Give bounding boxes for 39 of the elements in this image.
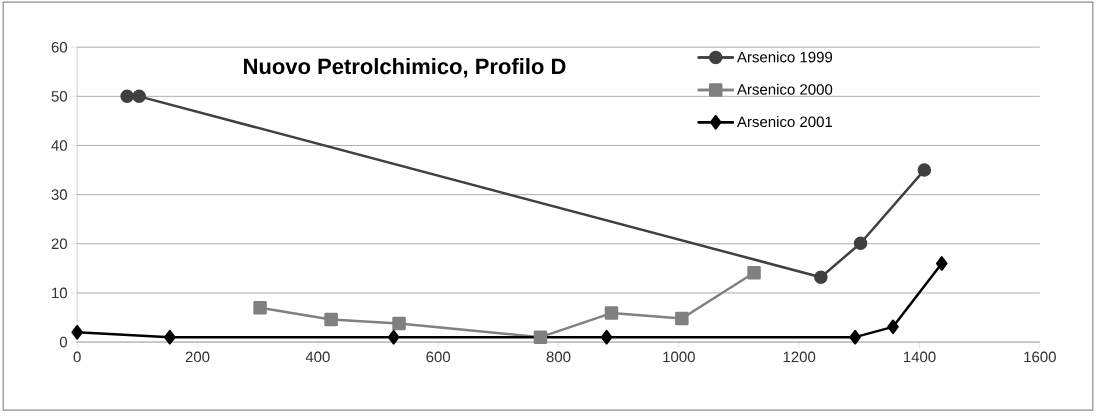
- y-tick-label: 40: [51, 140, 68, 151]
- point: [600, 329, 613, 345]
- chart-title: Nuovo Petrolchimico, Profilo D: [244, 57, 566, 78]
- y-tick-label: 20: [51, 238, 68, 249]
- point: [675, 311, 689, 326]
- point: [814, 270, 828, 284]
- point: [71, 324, 83, 340]
- point: [387, 329, 400, 345]
- point: [853, 236, 868, 250]
- x-tick-label: 400: [305, 351, 330, 363]
- point: [392, 316, 406, 331]
- point: [887, 319, 899, 334]
- x-tick-label: 800: [546, 351, 571, 363]
- point: [849, 329, 861, 345]
- x-tick-label: 1200: [783, 351, 816, 363]
- point: [120, 89, 134, 103]
- point: [132, 89, 146, 103]
- x-tick-label: 200: [185, 351, 210, 363]
- x-tick-label: 1000: [663, 351, 695, 363]
- legend-label: Arsenico 2000: [736, 83, 833, 95]
- x-tick-label: 600: [426, 351, 451, 363]
- point: [917, 163, 932, 177]
- point: [533, 330, 548, 344]
- x-tick-label: 1400: [903, 351, 936, 363]
- y-tick-label: 0: [59, 336, 68, 348]
- point: [253, 300, 267, 315]
- y-tick-label: 30: [51, 189, 68, 200]
- point: [936, 256, 948, 271]
- y-tick-label: 50: [51, 90, 68, 102]
- point: [164, 329, 176, 345]
- legend-label: Arsenico 1999: [736, 51, 833, 63]
- legend-label: Arsenico 2001: [736, 115, 833, 127]
- y-tick-label: 10: [52, 287, 68, 299]
- x-tick-label: 1600: [1024, 351, 1056, 363]
- point: [324, 312, 338, 327]
- point: [747, 265, 761, 280]
- x-tick-label: 0: [73, 351, 81, 363]
- point: [604, 306, 619, 320]
- y-tick-label: 60: [51, 41, 68, 53]
